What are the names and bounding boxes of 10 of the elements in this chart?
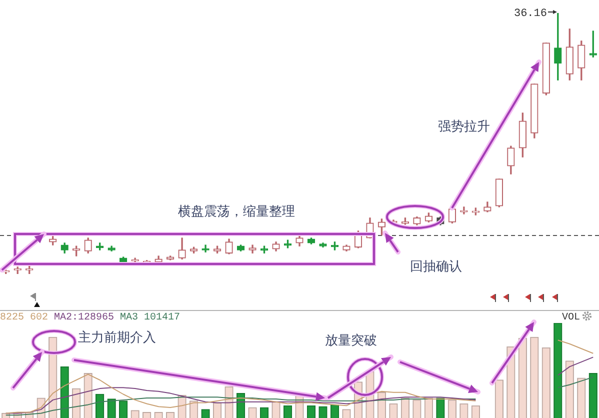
annotation: 36.16 (514, 8, 547, 20)
chart-title: VOL (562, 312, 580, 324)
annotation: 回抽确认 (410, 258, 462, 274)
annotation: 主力前期介入 (78, 330, 156, 345)
text: MA2:128965 (54, 312, 114, 324)
annotation: 强势拉升 (438, 118, 490, 134)
text: MA3 101417 (120, 312, 180, 324)
text: 8225 602 (0, 312, 48, 324)
annotation: 放量突破 (325, 332, 377, 348)
annotation: 横盘震荡，缩量整理 (178, 204, 295, 219)
